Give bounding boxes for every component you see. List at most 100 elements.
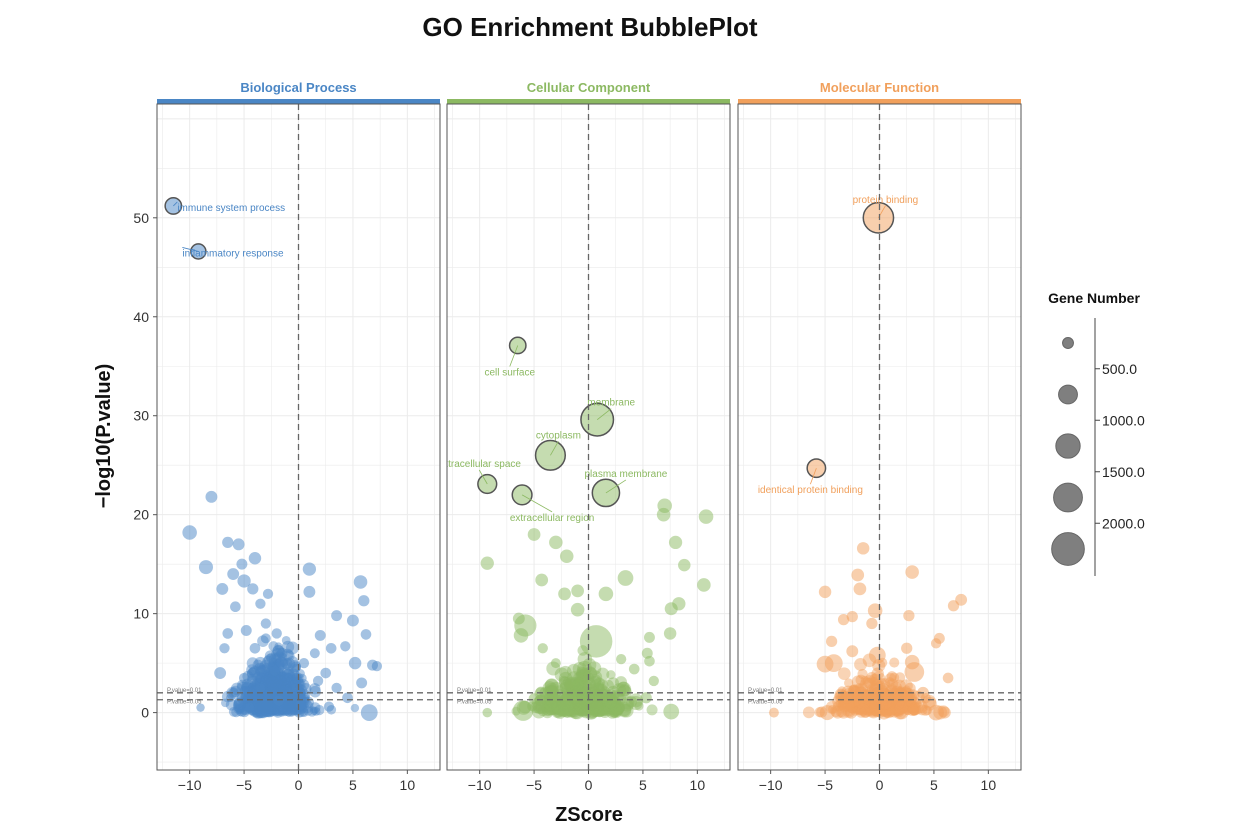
point — [263, 692, 277, 706]
legend-bubble — [1062, 337, 1074, 349]
point — [265, 688, 276, 699]
point — [262, 675, 274, 686]
point — [279, 681, 293, 694]
point — [668, 535, 683, 550]
point — [267, 683, 276, 693]
point — [587, 703, 599, 716]
point — [262, 678, 275, 692]
point — [283, 695, 297, 709]
y-tick-label: 20 — [133, 507, 149, 523]
point — [340, 641, 351, 652]
point — [236, 708, 245, 717]
point — [257, 701, 267, 711]
point — [295, 689, 305, 700]
point — [514, 614, 537, 637]
point — [598, 706, 611, 719]
point — [866, 694, 880, 708]
panel-biological-process: Biological Process immune system process i… — [156, 79, 441, 793]
point — [256, 665, 270, 678]
point — [884, 673, 897, 685]
point — [248, 666, 261, 678]
point — [894, 701, 908, 715]
point — [331, 610, 343, 622]
point — [587, 661, 602, 676]
point — [268, 641, 279, 652]
point — [259, 672, 269, 682]
point — [583, 704, 599, 720]
point — [889, 681, 903, 695]
point — [856, 542, 870, 555]
point — [606, 670, 616, 680]
point — [236, 681, 250, 695]
point — [595, 705, 606, 716]
point — [909, 706, 919, 716]
point — [285, 694, 299, 708]
point — [255, 705, 268, 718]
point — [528, 693, 540, 705]
point — [904, 682, 916, 694]
threshold-label: P.value=0.05 — [167, 700, 202, 706]
point — [908, 701, 921, 714]
point — [222, 536, 234, 549]
point — [314, 704, 325, 716]
point — [254, 698, 267, 711]
point — [254, 707, 263, 716]
point — [228, 706, 239, 717]
point — [904, 654, 920, 670]
point — [900, 687, 915, 702]
point — [554, 698, 573, 718]
point — [267, 680, 280, 692]
point — [589, 705, 600, 716]
point — [571, 584, 584, 598]
x-tick-label: 5 — [639, 777, 647, 793]
point — [855, 693, 866, 704]
point — [571, 702, 584, 715]
point — [868, 702, 883, 717]
point — [869, 696, 880, 707]
annotation-label: extracellular space — [438, 459, 522, 470]
point — [573, 701, 585, 712]
point — [274, 680, 286, 691]
point — [331, 682, 342, 694]
point — [835, 705, 848, 718]
annotation-leader — [596, 408, 612, 420]
point — [237, 707, 247, 717]
point — [282, 668, 293, 680]
x-tick-label: 10 — [981, 777, 997, 793]
point — [262, 669, 272, 680]
point — [593, 691, 605, 702]
point — [282, 668, 296, 682]
point — [277, 673, 290, 686]
point — [259, 697, 272, 710]
point — [588, 705, 601, 718]
x-tick-label: −10 — [759, 777, 783, 793]
point — [257, 700, 266, 709]
point — [861, 688, 871, 699]
point — [844, 678, 854, 688]
point — [276, 647, 288, 659]
point — [263, 674, 277, 688]
point — [294, 679, 305, 690]
annotation-label: immune system process — [177, 203, 285, 214]
point — [262, 662, 272, 673]
point — [286, 676, 299, 689]
point — [360, 704, 378, 722]
point — [554, 685, 566, 697]
point — [871, 671, 886, 686]
point — [257, 699, 268, 710]
point — [257, 700, 270, 714]
point — [819, 705, 835, 721]
point — [260, 671, 273, 684]
point — [853, 582, 867, 596]
point — [262, 686, 274, 698]
point — [846, 645, 859, 658]
point — [371, 660, 383, 672]
point — [881, 688, 891, 698]
annotation-label: cytoplasm — [536, 430, 581, 441]
threshold-label: P.value=0.05 — [748, 700, 783, 706]
point — [266, 653, 277, 664]
panel-molecular-function: Molecular Function protein binding identic… — [737, 79, 1022, 793]
annotated-point — [806, 458, 827, 479]
point — [561, 687, 572, 698]
point — [287, 706, 298, 717]
